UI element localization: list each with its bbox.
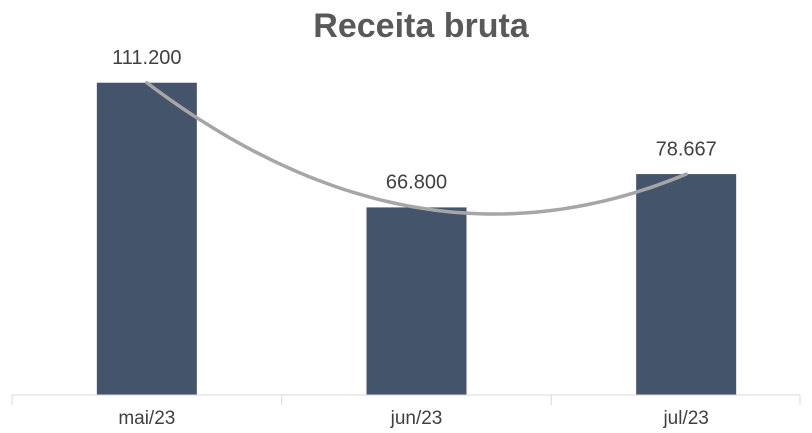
data-label: 66.800: [386, 172, 447, 194]
x-tick-label: jun/23: [390, 408, 443, 429]
x-tick-label: jul/23: [662, 408, 708, 429]
trendline: [145, 80, 688, 216]
x-tick-label: mai/23: [118, 408, 175, 429]
chart-title: Receita bruta: [313, 7, 529, 45]
bar: [366, 207, 467, 395]
bar: [96, 82, 197, 396]
bar: [636, 174, 737, 395]
data-label: 78.667: [656, 138, 717, 160]
data-label: 111.200: [112, 47, 181, 69]
